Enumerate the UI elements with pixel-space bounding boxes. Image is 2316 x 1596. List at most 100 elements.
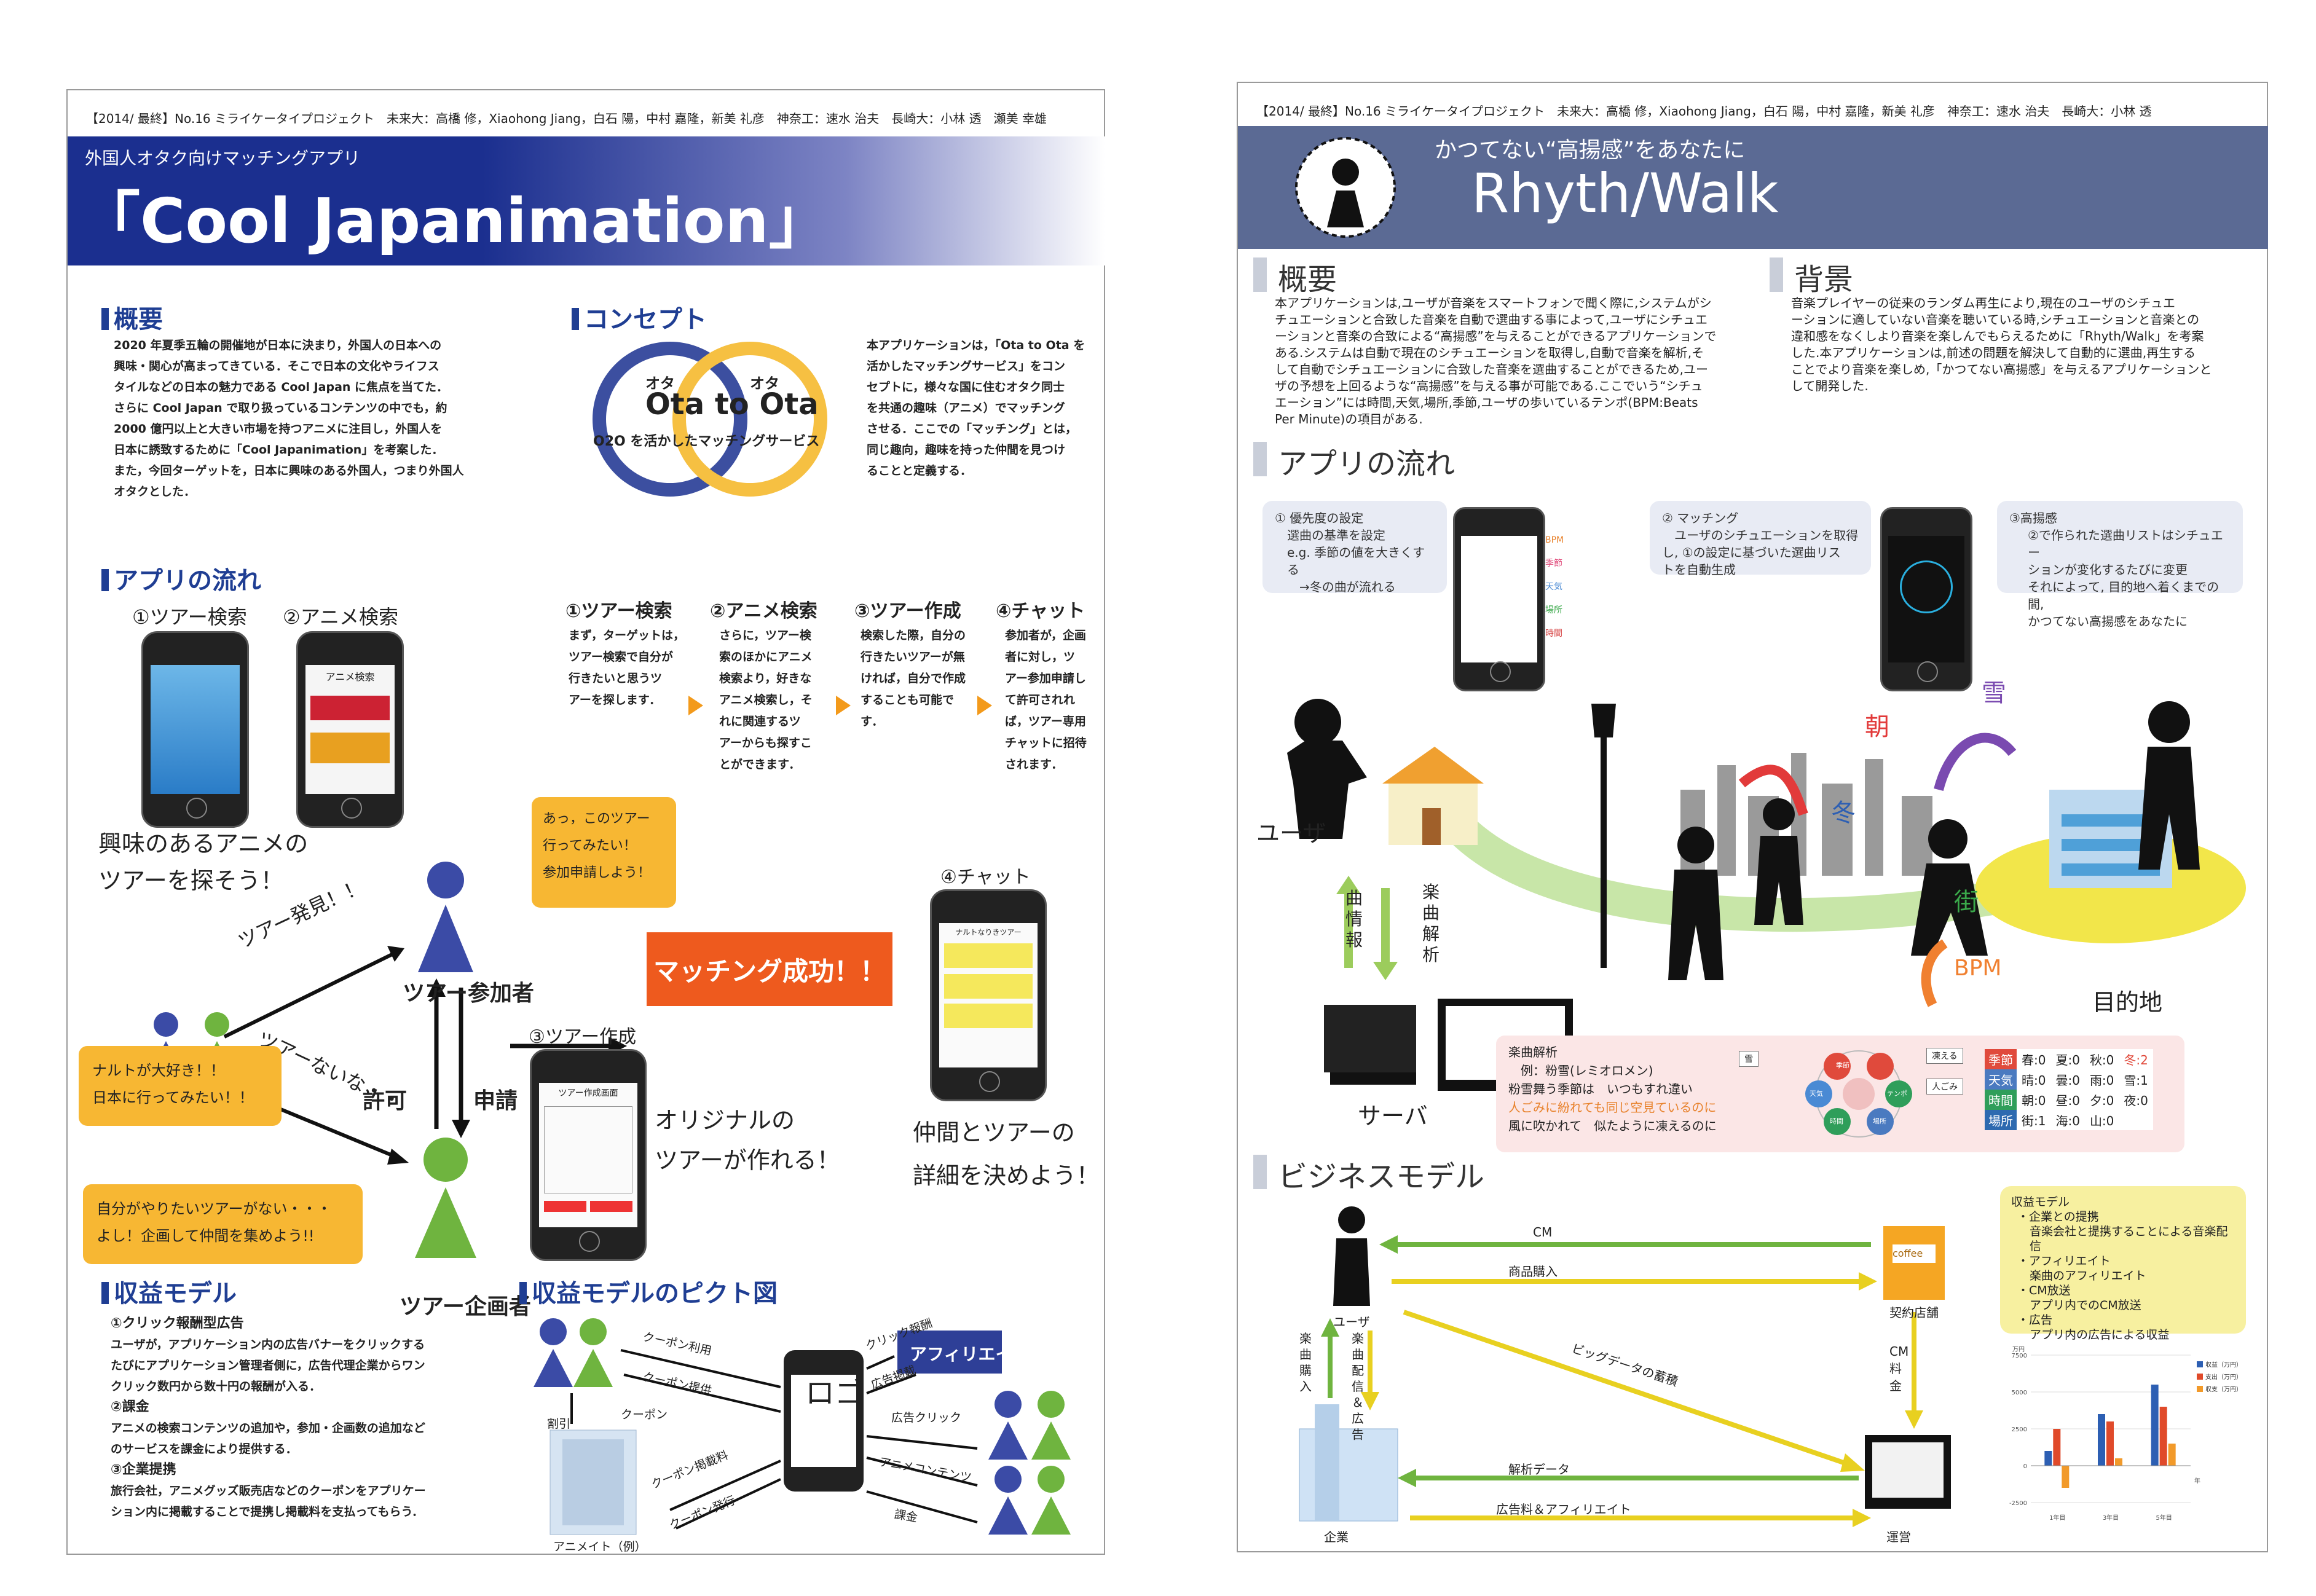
wheel-snow: 雪 xyxy=(1739,1051,1759,1067)
scene-word-snow: 雪 xyxy=(1982,679,2006,707)
original-line2: ツアーが作れる！ xyxy=(655,1147,840,1174)
bar-3 xyxy=(2115,1458,2122,1466)
scene-illustration xyxy=(1287,699,2246,1091)
biz-operator-label: 運営 xyxy=(1886,1530,1911,1544)
background-heading: 背景 xyxy=(1770,255,1853,298)
biz-arrow-music-deliver: 楽曲配信＆広告 xyxy=(1352,1331,1364,1442)
step1-text: まず，ターゲットは， ツアー検索で自分が 行きたいと思うツ アーを探します． xyxy=(569,629,685,707)
biz-coffee-sign: coffee xyxy=(1893,1248,1923,1259)
priority-items: BPM 季節 天気 場所 時間 xyxy=(1545,535,1564,639)
y-tick-label: -2500 xyxy=(2009,1500,2027,1507)
wheel-time: 時間 xyxy=(1830,1117,1843,1125)
biz-arrow-cm: CM xyxy=(1533,1225,1553,1240)
phone-player xyxy=(1880,507,1972,691)
business-diagram xyxy=(1299,1206,1951,1527)
y-tick-label: 7500 xyxy=(2012,1353,2027,1359)
analysis-text: 楽曲解析 例：粉雪(レミオロメン) 粉雪舞う季節は いつもすれ違い 人ごみに紛れ… xyxy=(1508,1045,1717,1133)
step-arrow-1 xyxy=(688,696,703,715)
step-arrow-2 xyxy=(836,696,851,715)
background-text: 音楽プレイヤーの従来のランダム再生により,現在のユーザのシチュエ ーションに適して… xyxy=(1791,296,2212,393)
x-tick-label: 5年目 xyxy=(2156,1514,2172,1522)
bar-1 xyxy=(2151,1385,2159,1466)
otaku-bubble: ナルトが大好き！！ 日本に行ってみたい！！ xyxy=(79,1046,282,1126)
biz-arrow-adfee: 広告料＆アフィリエイト xyxy=(1496,1502,1631,1517)
user-label: ユーザ xyxy=(1256,820,1326,847)
nakama-line1: 仲間とツアーの xyxy=(913,1119,1075,1146)
business-heading: ビジネスモデル xyxy=(1253,1152,1484,1195)
bar-1 xyxy=(2044,1451,2052,1466)
wheel-crowd: 人ごみ xyxy=(1926,1079,1963,1095)
song-analysis-label: 楽曲解析 xyxy=(1422,882,1440,965)
participant-bubble: あっ，このツアー 行ってみたい！ 参加申請しよう！ xyxy=(532,797,676,908)
destination-label: 目的地 xyxy=(2092,989,2163,1016)
biz-user-label: ユーザ xyxy=(1333,1315,1370,1329)
x-tick-label: 3年目 xyxy=(2103,1514,2119,1522)
wheel-weather: 天気 xyxy=(1810,1090,1823,1098)
legend-label: 収益（万円） xyxy=(2205,1361,2242,1369)
concept-main: Ota to Ota xyxy=(645,387,819,422)
walker-logo-icon xyxy=(1295,137,1396,238)
bar-2 xyxy=(2159,1407,2167,1466)
scene-word-winter: 冬 xyxy=(1831,799,1856,827)
scene-word-morning: 朝 xyxy=(1865,713,1889,741)
matching-box: ② マッチング ユーザのシチュエーションを取得 し, ①の設定に基づいた選曲リスト… xyxy=(1650,501,1871,577)
picto-affiliate: アフィリエイト xyxy=(910,1344,1030,1364)
biz-arrow-analysis: 解析データ xyxy=(1508,1462,1570,1477)
concept-sub: O2O を活かしたマッチングサービス xyxy=(593,434,820,449)
biz-arrow-music-buy: 楽曲購入 xyxy=(1299,1331,1312,1394)
apply-label: 申請 xyxy=(473,1088,518,1114)
right-banner: かつてない“高揚感”をあなたに Rhyth/Walk xyxy=(1238,126,2268,249)
y-tick-label: 5000 xyxy=(2012,1390,2027,1396)
left-banner: 外国人オタク向けマッチングアプリ 「Cool Japanimation」 xyxy=(68,136,1105,265)
interest-line1: 興味のあるアニメの xyxy=(98,830,309,857)
phone-tour-search xyxy=(141,631,249,828)
legend-label: 支出（万円） xyxy=(2205,1373,2242,1381)
picto-svg xyxy=(534,1318,1071,1535)
legend-label: 収支（万円） xyxy=(2205,1386,2242,1393)
legend-swatch xyxy=(2197,1386,2203,1392)
bar-2 xyxy=(2106,1421,2114,1466)
step-arrow-3 xyxy=(977,696,992,715)
server-label: サーバ xyxy=(1358,1103,1428,1130)
nakama-line2: 詳細を決めよう！ xyxy=(913,1162,1100,1189)
scene-word-bpm: BPM xyxy=(1954,956,2002,981)
flow-heading: アプリの流れ xyxy=(101,560,261,596)
revenue-text: ①クリック報酬型広告 ユーザが，アプリケーション内の広告バナーをクリックする たび… xyxy=(111,1316,426,1519)
legend-swatch xyxy=(2197,1374,2203,1380)
bar-3 xyxy=(2168,1444,2176,1466)
wheel-freeze: 凍える xyxy=(1926,1048,1963,1064)
overview-heading: 概要 xyxy=(101,299,163,335)
step3-text: 検索した際，自分の 行きたいツアーが無 ければ，自分で作成 することも可能で す． xyxy=(861,629,966,728)
planner-bubble: 自分がやりたいツアーがない・・・ よし！企画して仲間を集めよう!! xyxy=(83,1184,363,1264)
left-poster: 【2014/ 最終】No.16 ミライケータイプロジェクト 未来大：高橋 修，X… xyxy=(66,89,1105,1555)
wheel-tempo: テンポ xyxy=(1887,1090,1907,1098)
overview-text: 2020 年夏季五輪の開催地が日本に決まり，外国人の日本への 興味・関心が高まって… xyxy=(114,339,464,498)
right-header: 【2014/ 最終】No.16 ミライケータイプロジェクト 未来大：高橋 修，X… xyxy=(1256,104,2152,119)
step2-title: ②アニメ検索 xyxy=(710,600,817,622)
overview-text: 本アプリケーションは,ユーザが音楽をスマートフォンで聞く際に,システムがシ チュエ… xyxy=(1275,296,1717,427)
bar-1 xyxy=(2098,1414,2105,1466)
banner-title: 「Cool Japanimation」 xyxy=(79,185,830,257)
permit-label: 許可 xyxy=(363,1088,408,1114)
planner-label: ツアー企画者 xyxy=(400,1294,531,1319)
revenue-heading: 収益モデル xyxy=(101,1273,237,1309)
left-header: 【2014/ 最終】No.16 ミライケータイプロジェクト 未来大：高橋 修，X… xyxy=(86,111,1047,126)
interest-line2: ツアーを探そう！ xyxy=(98,867,284,894)
participant-label: ツアー参加者 xyxy=(403,981,534,1006)
analysis-wheel xyxy=(1805,1050,1912,1138)
x-axis-label: 年 xyxy=(2194,1477,2200,1485)
phone4-label: ④チャット xyxy=(940,867,1031,888)
step3-title: ③ツアー作成 xyxy=(854,600,961,622)
elation-box: ③高揚感 ②で作られた選曲リストはシチュエー ションが変化するたびに変更 それによっ… xyxy=(1997,501,2243,629)
picto-label-coupon: クーポン xyxy=(621,1408,668,1421)
phone-anime-search: アニメ検索 xyxy=(296,631,404,828)
concept-heading: コンセプト xyxy=(572,299,707,335)
legend-swatch xyxy=(2197,1361,2203,1367)
picto-label-discount: 割引 xyxy=(547,1417,571,1431)
y-tick-label: 0 xyxy=(2023,1463,2027,1470)
analysis-panel: 楽曲解析 例：粉雪(レミオロメン) 粉雪舞う季節は いつもすれ違い 人ごみに紛れ… xyxy=(1496,1036,2184,1152)
banner-title: Rhyth/Walk xyxy=(1471,162,1779,225)
right-poster: 【2014/ 最終】No.16 ミライケータイプロジェクト 未来大：高橋 修，X… xyxy=(1237,82,2268,1552)
biz-arrow-purchase: 商品購入 xyxy=(1508,1264,1558,1279)
